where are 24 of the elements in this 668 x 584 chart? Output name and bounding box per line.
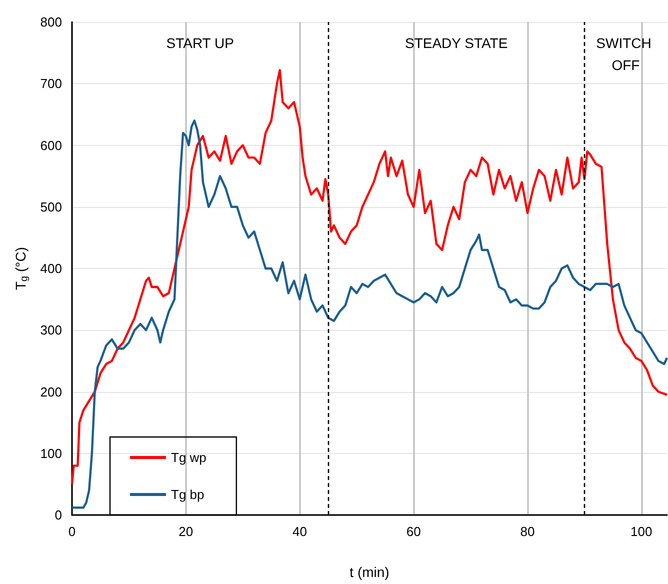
y-tick-label: 600 <box>40 138 62 153</box>
line-series <box>70 120 668 509</box>
y-tick-label: 800 <box>40 14 62 30</box>
x-tick-label: 0 <box>68 524 76 539</box>
legend-label: Tg wp <box>171 450 206 465</box>
x-tick-label: 80 <box>520 524 535 539</box>
x-tick-label: 100 <box>630 524 652 539</box>
annotation: SWITCH OFF <box>596 35 656 73</box>
annotation: START UP <box>166 35 234 51</box>
line-series <box>70 68 668 486</box>
x-tick-label: 60 <box>406 524 421 539</box>
x-axis-title: t (min) <box>350 564 390 580</box>
x-tick-label: 20 <box>178 524 194 539</box>
legend-label: Tg bp <box>171 487 204 502</box>
y-tick-label: 700 <box>40 76 62 92</box>
x-tick-label: 40 <box>292 524 307 539</box>
y-tick-label: 100 <box>40 446 62 461</box>
y-axis-title: Tg (°C) <box>12 246 30 290</box>
y-tick-label: 200 <box>40 384 62 400</box>
y-tick-label: 0 <box>54 508 62 522</box>
y-tick-label: 400 <box>40 261 62 276</box>
y-tick-label: 300 <box>40 322 62 338</box>
y-tick-label: 500 <box>40 199 62 214</box>
annotation: STEADY STATE <box>404 35 508 51</box>
